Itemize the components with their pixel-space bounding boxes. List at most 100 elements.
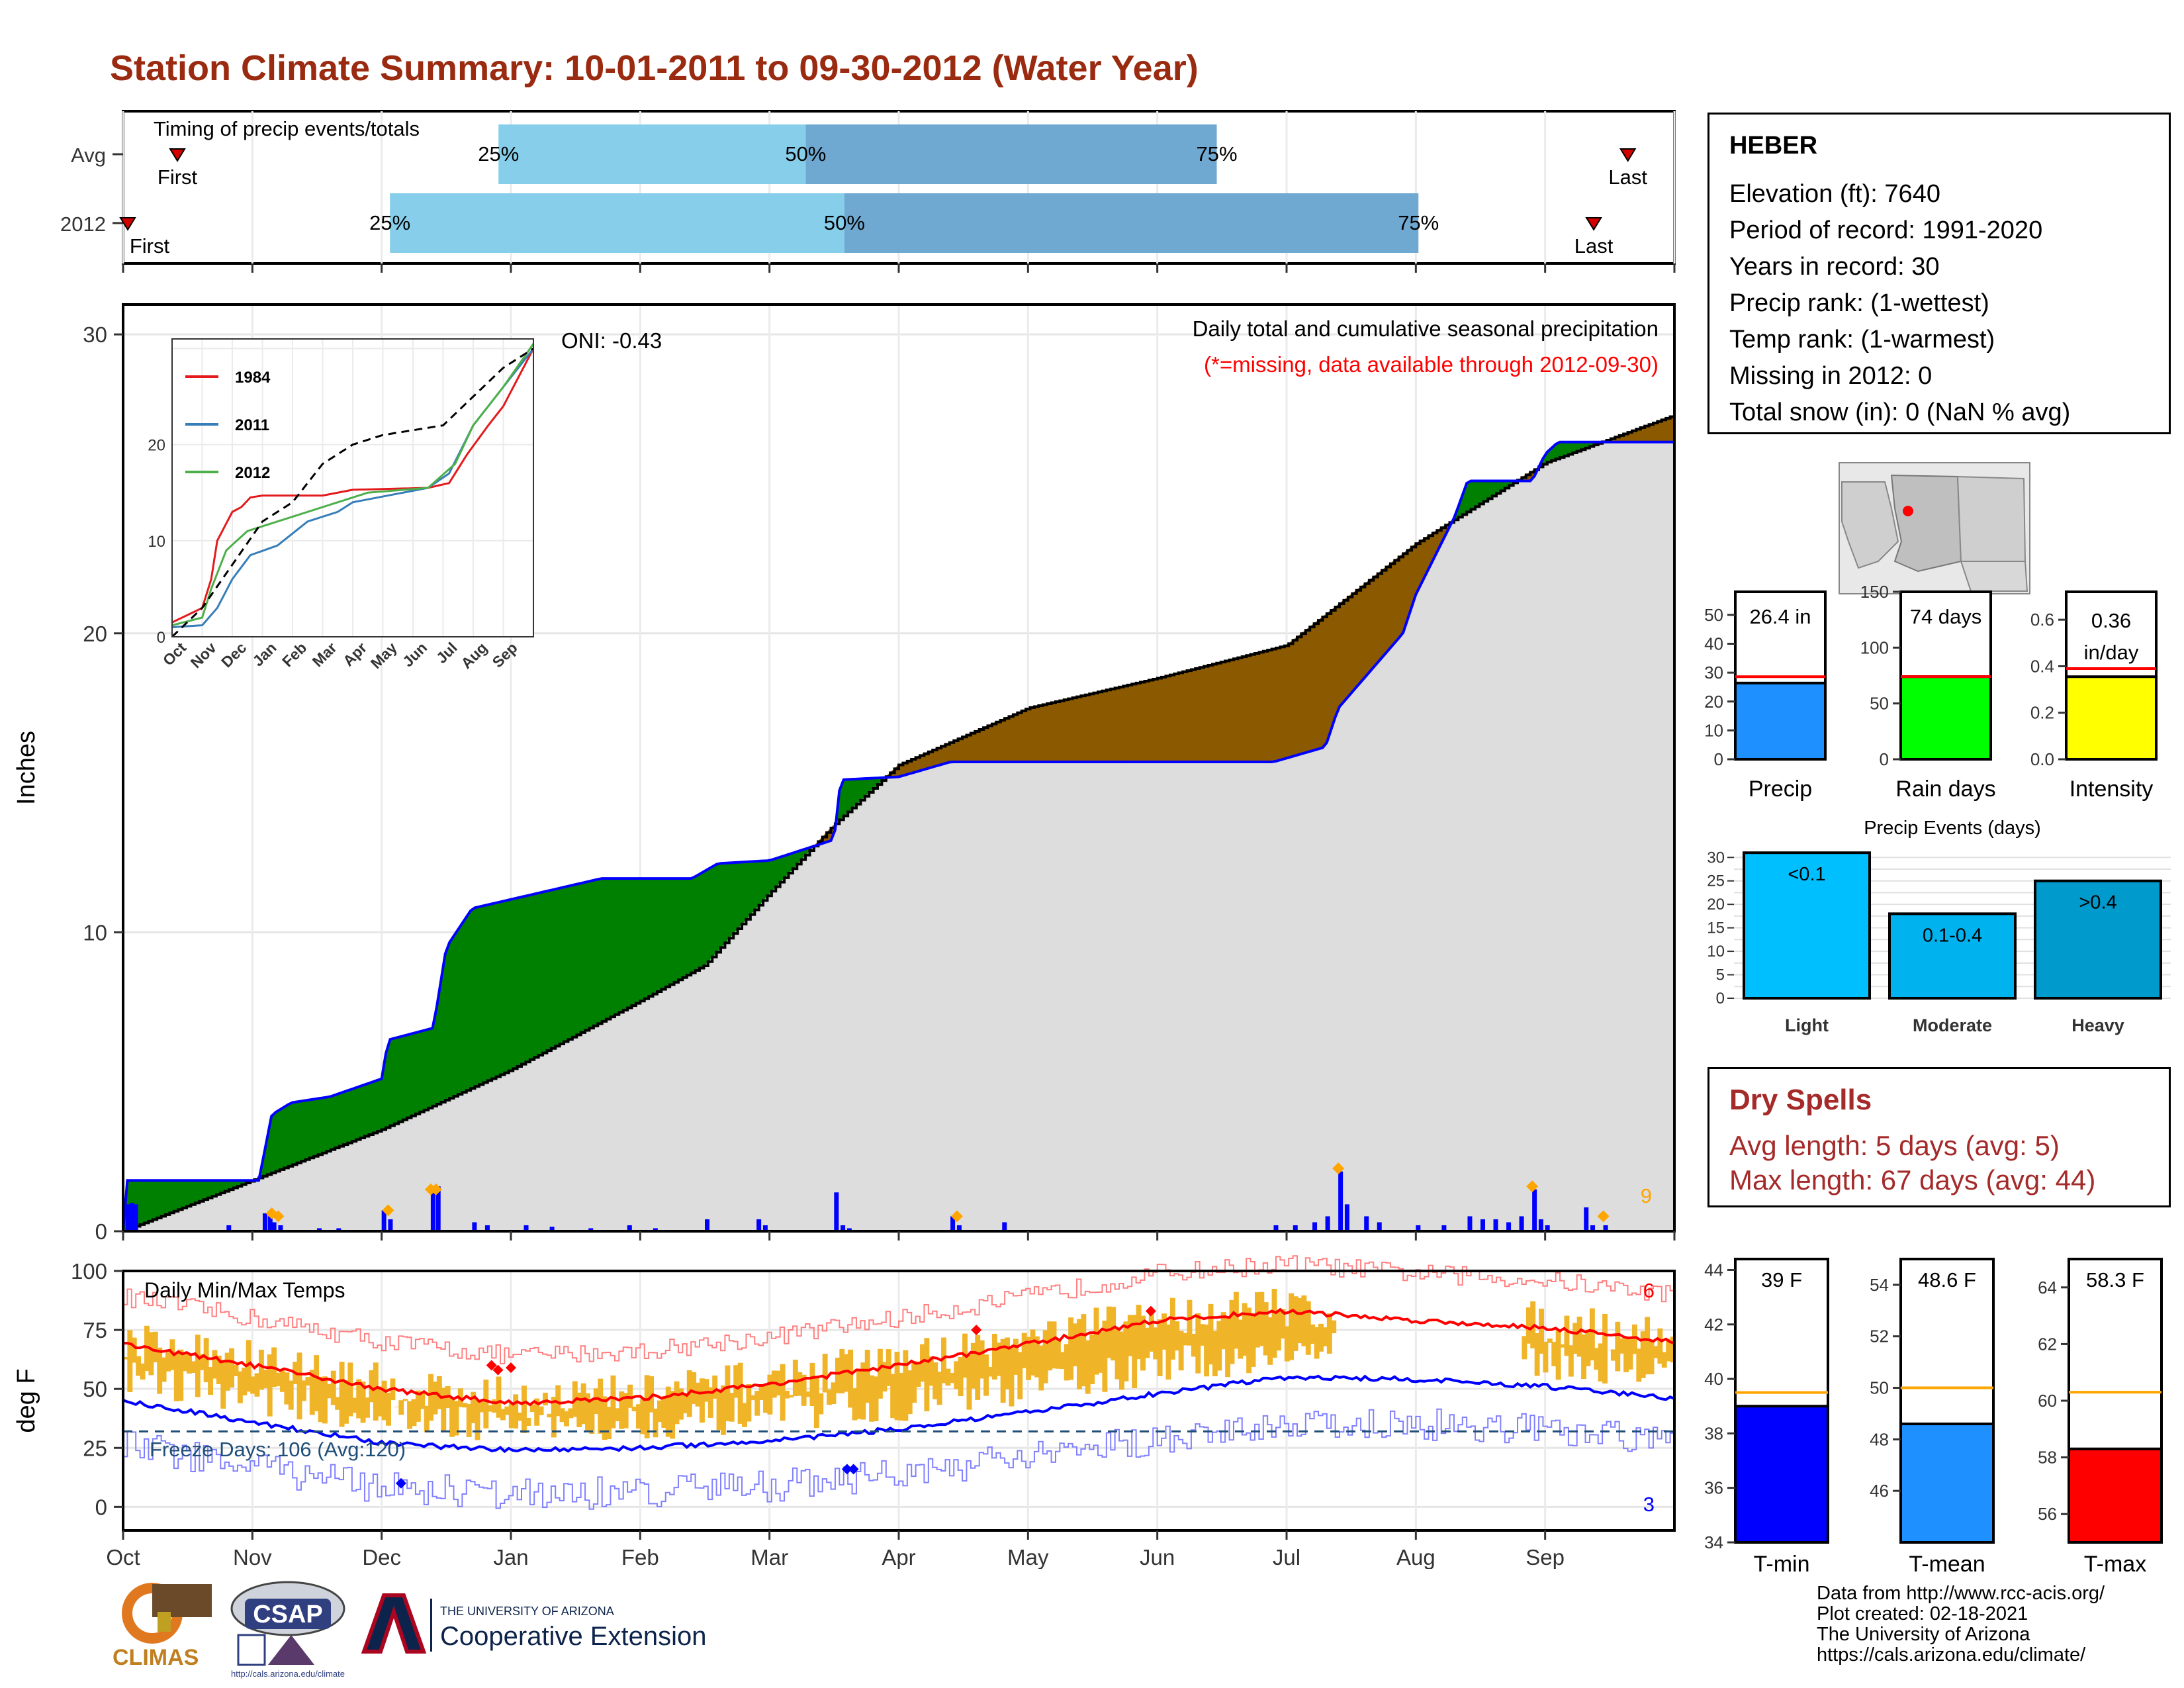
daily-temp-bar xyxy=(695,1382,701,1407)
summary-y-label: 0.6 xyxy=(2030,610,2054,630)
summary-value-unit: in/day xyxy=(2084,641,2139,664)
anomaly-fill xyxy=(572,884,577,1038)
climas-text: CLIMAS xyxy=(113,1645,199,1670)
anomaly-fill xyxy=(1390,559,1395,649)
anomaly-fill xyxy=(152,1180,158,1221)
month-label: Feb xyxy=(621,1545,659,1569)
anomaly-fill xyxy=(1148,679,1154,763)
anomaly-fill xyxy=(1381,566,1387,659)
csap-url: http://cals.arizona.edu/climate xyxy=(231,1669,345,1679)
daily-temp-bar xyxy=(369,1370,375,1403)
daily-temp-bar xyxy=(899,1372,904,1421)
anomaly-fill xyxy=(140,1180,145,1225)
daily-temp-bar xyxy=(716,1389,722,1430)
anomaly-fill xyxy=(1224,659,1230,763)
month-label: Nov xyxy=(233,1545,272,1569)
daily-temp-bar xyxy=(1560,1344,1565,1348)
daily-temp-bar xyxy=(1161,1313,1167,1350)
anomaly-fill xyxy=(665,878,670,988)
daily-temp-bar xyxy=(1301,1295,1307,1346)
first-label: First xyxy=(130,234,170,258)
daily-temp-bar xyxy=(296,1352,302,1420)
anomaly-fill xyxy=(1101,689,1107,763)
daily-temp-bar xyxy=(1030,1329,1036,1376)
daily-precip-bar xyxy=(756,1219,762,1231)
daily-precip-bar xyxy=(1344,1204,1349,1231)
daily-precip-bar xyxy=(841,1225,846,1231)
anomaly-fill xyxy=(1347,592,1353,698)
daily-temp-bar xyxy=(377,1386,383,1417)
anomaly-fill xyxy=(716,863,721,953)
daily-temp-bar xyxy=(258,1349,264,1390)
daily-temp-bar xyxy=(903,1350,909,1421)
anomaly-fill xyxy=(1275,646,1281,762)
daily-precip-bar xyxy=(271,1222,277,1231)
daily-temp-bar xyxy=(309,1370,315,1415)
daily-temp-bar xyxy=(598,1378,604,1434)
daily-temp-bar xyxy=(818,1393,824,1415)
events-y-label: 5 xyxy=(1716,966,1725,984)
daily-temp-bar xyxy=(941,1337,946,1383)
heavy-event-diamond xyxy=(950,1210,963,1223)
temp-y-label: 50 xyxy=(83,1377,107,1401)
anomaly-fill xyxy=(169,1180,175,1214)
daily-temp-bar xyxy=(381,1380,387,1421)
anomaly-fill xyxy=(1279,645,1285,761)
daily-temp-bar xyxy=(864,1350,870,1403)
daily-temp-bar xyxy=(911,1360,917,1403)
daily-temp-bar xyxy=(1068,1317,1074,1380)
daily-temp-bar xyxy=(1543,1341,1549,1373)
anomaly-fill xyxy=(1356,586,1361,688)
daily-temp-bar xyxy=(729,1393,735,1422)
inset-y-label: 0 xyxy=(157,629,165,647)
anomaly-fill xyxy=(1369,576,1374,673)
daily-temp-bar xyxy=(1525,1307,1531,1344)
anomaly-fill xyxy=(741,861,747,925)
anomaly-fill xyxy=(1025,707,1031,763)
dry-avg-length: Avg length: 5 days (avg: 5) xyxy=(1729,1130,2060,1161)
anomaly-fill xyxy=(283,1103,289,1169)
inset-legend-label: 2011 xyxy=(235,416,269,434)
max-count-label: 6 xyxy=(1643,1279,1655,1302)
daily-precip-bar xyxy=(1538,1219,1543,1231)
daily-temp-bar xyxy=(529,1405,535,1413)
anomaly-fill xyxy=(695,873,700,971)
daily-temp-bar xyxy=(1602,1314,1608,1383)
daily-temp-bar xyxy=(894,1352,900,1421)
summary-value-label: 26.4 in xyxy=(1749,605,1811,628)
anomaly-fill xyxy=(644,878,649,1000)
daily-precip-bar xyxy=(1325,1216,1330,1231)
events-bar-label: >0.4 xyxy=(2079,892,2116,914)
daily-temp-bar xyxy=(237,1371,243,1403)
anomaly-fill xyxy=(1246,654,1251,763)
anomaly-fill xyxy=(542,890,547,1054)
record-low-diamond xyxy=(395,1477,406,1489)
anomaly-fill xyxy=(449,935,455,1099)
daily-precip-bar xyxy=(125,1204,130,1231)
daily-temp-bar xyxy=(602,1396,608,1440)
last-event-marker xyxy=(1585,217,1602,231)
daily-temp-bar xyxy=(1275,1309,1281,1351)
temp-summary-y-label: 42 xyxy=(1704,1315,1723,1335)
anomaly-fill xyxy=(1169,673,1175,763)
daily-temp-bar xyxy=(1576,1316,1582,1357)
daily-temp-bar xyxy=(1000,1338,1006,1403)
summary-y-label: 0 xyxy=(1714,749,1723,769)
daily-temp-bar xyxy=(1666,1338,1672,1362)
daily-precip-bar xyxy=(388,1219,393,1231)
daily-temp-bar xyxy=(704,1379,709,1402)
summary-y-label: 50 xyxy=(1704,605,1723,625)
daily-temp-bar xyxy=(284,1372,290,1405)
daily-temp-bar xyxy=(1284,1326,1290,1362)
daily-temp-bar xyxy=(1009,1347,1015,1407)
anomaly-fill xyxy=(1233,657,1238,763)
daily-temp-bar xyxy=(1310,1324,1316,1344)
daily-temp-bar xyxy=(173,1352,179,1401)
daily-temp-bar xyxy=(305,1377,311,1386)
anomaly-fill xyxy=(347,1088,353,1144)
anomaly-fill xyxy=(1059,699,1065,763)
temp-summary-y-label: 60 xyxy=(2038,1391,2057,1411)
anomaly-fill xyxy=(555,888,561,1047)
daily-temp-bar xyxy=(737,1362,743,1424)
anomaly-fill xyxy=(288,1102,293,1167)
